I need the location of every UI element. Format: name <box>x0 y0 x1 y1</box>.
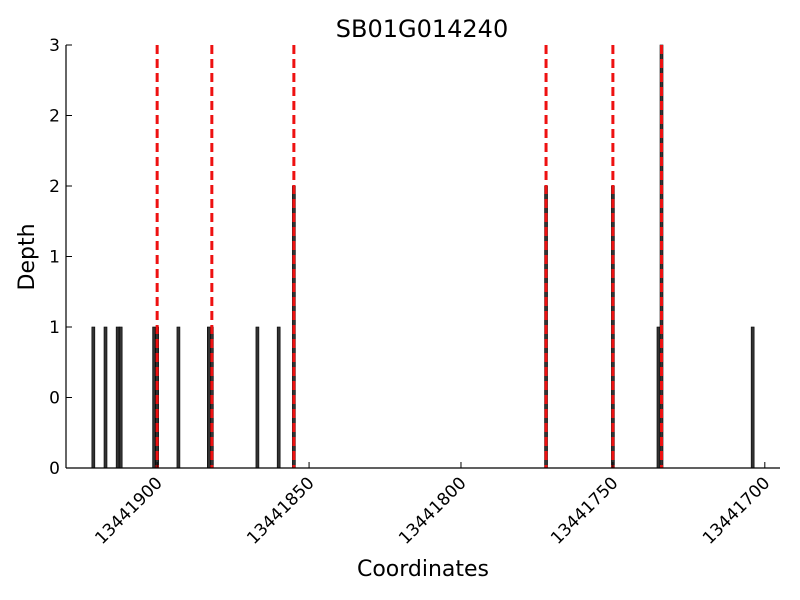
y-tick-label: 0 <box>49 389 60 409</box>
chart-title: SB01G014240 <box>336 15 508 43</box>
x-tick-label: 13441750 <box>547 473 622 548</box>
bars-layer <box>91 44 755 469</box>
y-ticks-layer: 0 0 1 1 2 2 3 <box>49 36 72 479</box>
depth-bar <box>750 326 755 469</box>
x-tick-label: 13441700 <box>699 473 774 548</box>
x-tick-label: 13441850 <box>243 473 318 548</box>
depth-bar <box>115 326 120 469</box>
depth-bar <box>118 326 123 469</box>
y-tick-label: 2 <box>49 107 60 127</box>
depth-bar <box>152 326 156 469</box>
x-axis-label: Coordinates <box>357 557 489 582</box>
depth-bar <box>656 326 661 469</box>
depth-bar <box>207 326 211 469</box>
x-ticks-layer: 13441900 13441850 13441800 13441750 13441700 <box>91 462 774 549</box>
y-axis-label: Depth <box>15 223 40 290</box>
depth-bar <box>255 326 260 469</box>
depth-bar <box>103 326 108 469</box>
marker-lines-layer <box>155 45 664 468</box>
x-tick-label: 13441900 <box>91 473 166 548</box>
y-tick-label: 1 <box>49 248 60 268</box>
y-tick-label: 0 <box>49 459 60 479</box>
axes-layer <box>65 45 780 469</box>
depth-bar <box>91 326 96 469</box>
x-tick-label: 13441800 <box>395 473 470 548</box>
depth-bar <box>176 326 181 469</box>
depth-bar <box>276 326 281 469</box>
y-tick-label: 3 <box>49 36 60 56</box>
y-tick-label: 1 <box>49 318 60 338</box>
y-tick-label: 2 <box>49 177 60 197</box>
